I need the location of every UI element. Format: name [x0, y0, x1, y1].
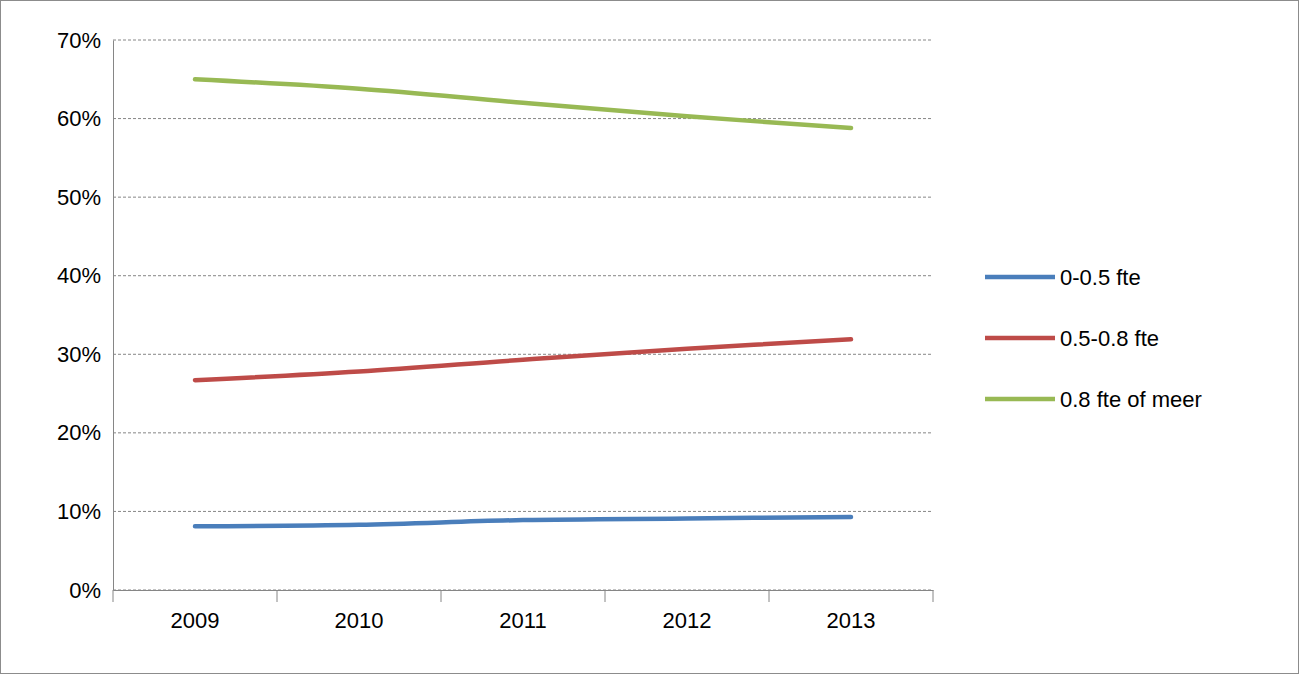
category-boundary: [605, 590, 606, 602]
x-tick: 2011: [499, 590, 546, 633]
category-boundaries: [113, 590, 933, 602]
y-tick: 40%: [57, 263, 113, 288]
legend-label: 0.5-0.8 fte: [1060, 326, 1159, 351]
grid-line: [113, 40, 933, 41]
grid-line: [113, 432, 933, 433]
series-line: [195, 339, 851, 380]
grid-line: [113, 511, 933, 512]
x-axis-line: [114, 590, 934, 591]
x-tick: 2010: [335, 590, 384, 633]
grid-line: [113, 590, 933, 591]
y-tick-label: 20%: [57, 420, 101, 445]
grid: [113, 40, 933, 590]
legend-swatch: [985, 336, 1055, 341]
legend-swatch: [985, 397, 1055, 402]
category-boundary: [441, 590, 442, 602]
y-tick: 10%: [57, 499, 113, 524]
y-tick-label: 70%: [57, 28, 101, 53]
grid-line: [113, 118, 933, 119]
legend: 0-0.5 fte 0.5-0.8 fte 0.8 fte of meer: [985, 265, 1202, 412]
category-boundary: [113, 590, 114, 602]
x-tick-label: 2012: [663, 608, 712, 633]
legend-label: 0.8 fte of meer: [1060, 387, 1202, 412]
y-tick-label: 10%: [57, 499, 101, 524]
y-tick-label: 30%: [57, 342, 101, 367]
y-tick: 60%: [57, 106, 113, 131]
category-boundary: [277, 590, 278, 602]
category-boundary: [933, 590, 934, 602]
grid-line: [113, 354, 933, 355]
x-tick-label: 2010: [335, 608, 384, 633]
x-tick-label: 2013: [827, 608, 876, 633]
y-tick-label: 50%: [57, 185, 101, 210]
plot-area: [195, 79, 851, 526]
grid-line: [113, 197, 933, 198]
x-tick-label: 2011: [499, 608, 546, 633]
y-tick: 20%: [57, 420, 113, 445]
y-tick: 70%: [57, 28, 113, 53]
chart: 0%10%20%30%40%50%60%70%20092010201120122…: [0, 0, 1299, 674]
legend-label: 0-0.5 fte: [1060, 265, 1141, 290]
y-axis: 0% 10% 20% 30% 40% 50% 60% 70%: [57, 28, 114, 603]
y-tick: 50%: [57, 185, 113, 210]
x-tick: 2012: [663, 590, 712, 633]
y-tick: 0%: [69, 578, 113, 603]
grid-line: [113, 275, 933, 276]
x-axis: 2009 2010 2011 2012 2013: [113, 590, 934, 633]
legend-swatch: [985, 275, 1055, 280]
y-tick-label: 0%: [69, 578, 101, 603]
category-boundary: [769, 590, 770, 602]
series-line: [195, 79, 851, 128]
y-axis-line: [113, 41, 114, 591]
x-tick-label: 2009: [171, 608, 220, 633]
series-line: [195, 517, 851, 526]
x-tick: 2009: [171, 590, 220, 633]
y-tick-label: 60%: [57, 106, 101, 131]
y-tick: 30%: [57, 342, 113, 367]
chart-frame: [1, 1, 1299, 674]
x-tick: 2013: [827, 590, 876, 633]
y-tick-label: 40%: [57, 263, 101, 288]
